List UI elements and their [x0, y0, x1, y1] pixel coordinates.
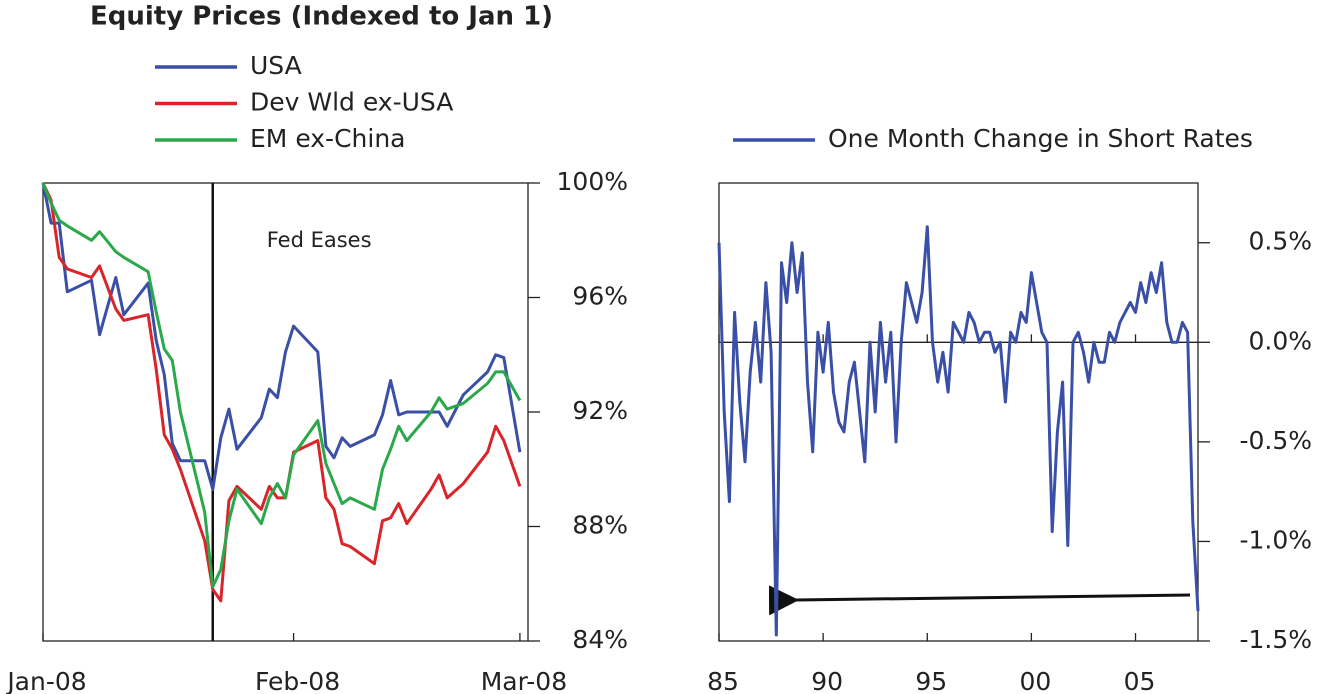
- series-line: [41, 182, 522, 491]
- annotation: Fed Eases: [267, 228, 372, 252]
- y-tick-label: -1.5%: [1239, 625, 1312, 654]
- x-tick-label: Mar-08: [481, 667, 567, 694]
- x-tick-label: 05: [1124, 667, 1156, 694]
- plot-frame: [718, 182, 1199, 642]
- series-line: [41, 182, 522, 589]
- chart-title: Equity Prices (Indexed to Jan 1): [90, 2, 553, 32]
- x-tick-label: 00: [1019, 667, 1051, 694]
- arrow: [768, 585, 1191, 616]
- x-tick-label: Feb-08: [255, 667, 340, 694]
- y-tick-label: 92%: [572, 396, 628, 425]
- y-tick-label: 88%: [572, 511, 628, 540]
- y-tick-label: 96%: [572, 282, 628, 311]
- y-tick-label: -0.5%: [1239, 426, 1312, 455]
- legend-label: EM ex-China: [250, 124, 405, 153]
- series-line: [41, 182, 522, 603]
- legend-label: Dev Wld ex-USA: [250, 88, 453, 117]
- y-tick-label: 100%: [557, 167, 628, 196]
- y-tick-label: -1.0%: [1239, 525, 1312, 554]
- y-tick-label: 0.0%: [1248, 326, 1312, 355]
- x-tick-label: 90: [811, 667, 843, 694]
- series-line: [717, 225, 1200, 637]
- legend-label: One Month Change in Short Rates: [828, 124, 1253, 153]
- x-tick-label: 95: [915, 667, 947, 694]
- y-tick-label: 84%: [572, 625, 628, 654]
- legend-label: USA: [250, 51, 302, 80]
- y-tick-label: 0.5%: [1248, 227, 1312, 256]
- x-tick-label: 85: [707, 667, 739, 694]
- x-tick-label: Jan-08: [5, 667, 86, 694]
